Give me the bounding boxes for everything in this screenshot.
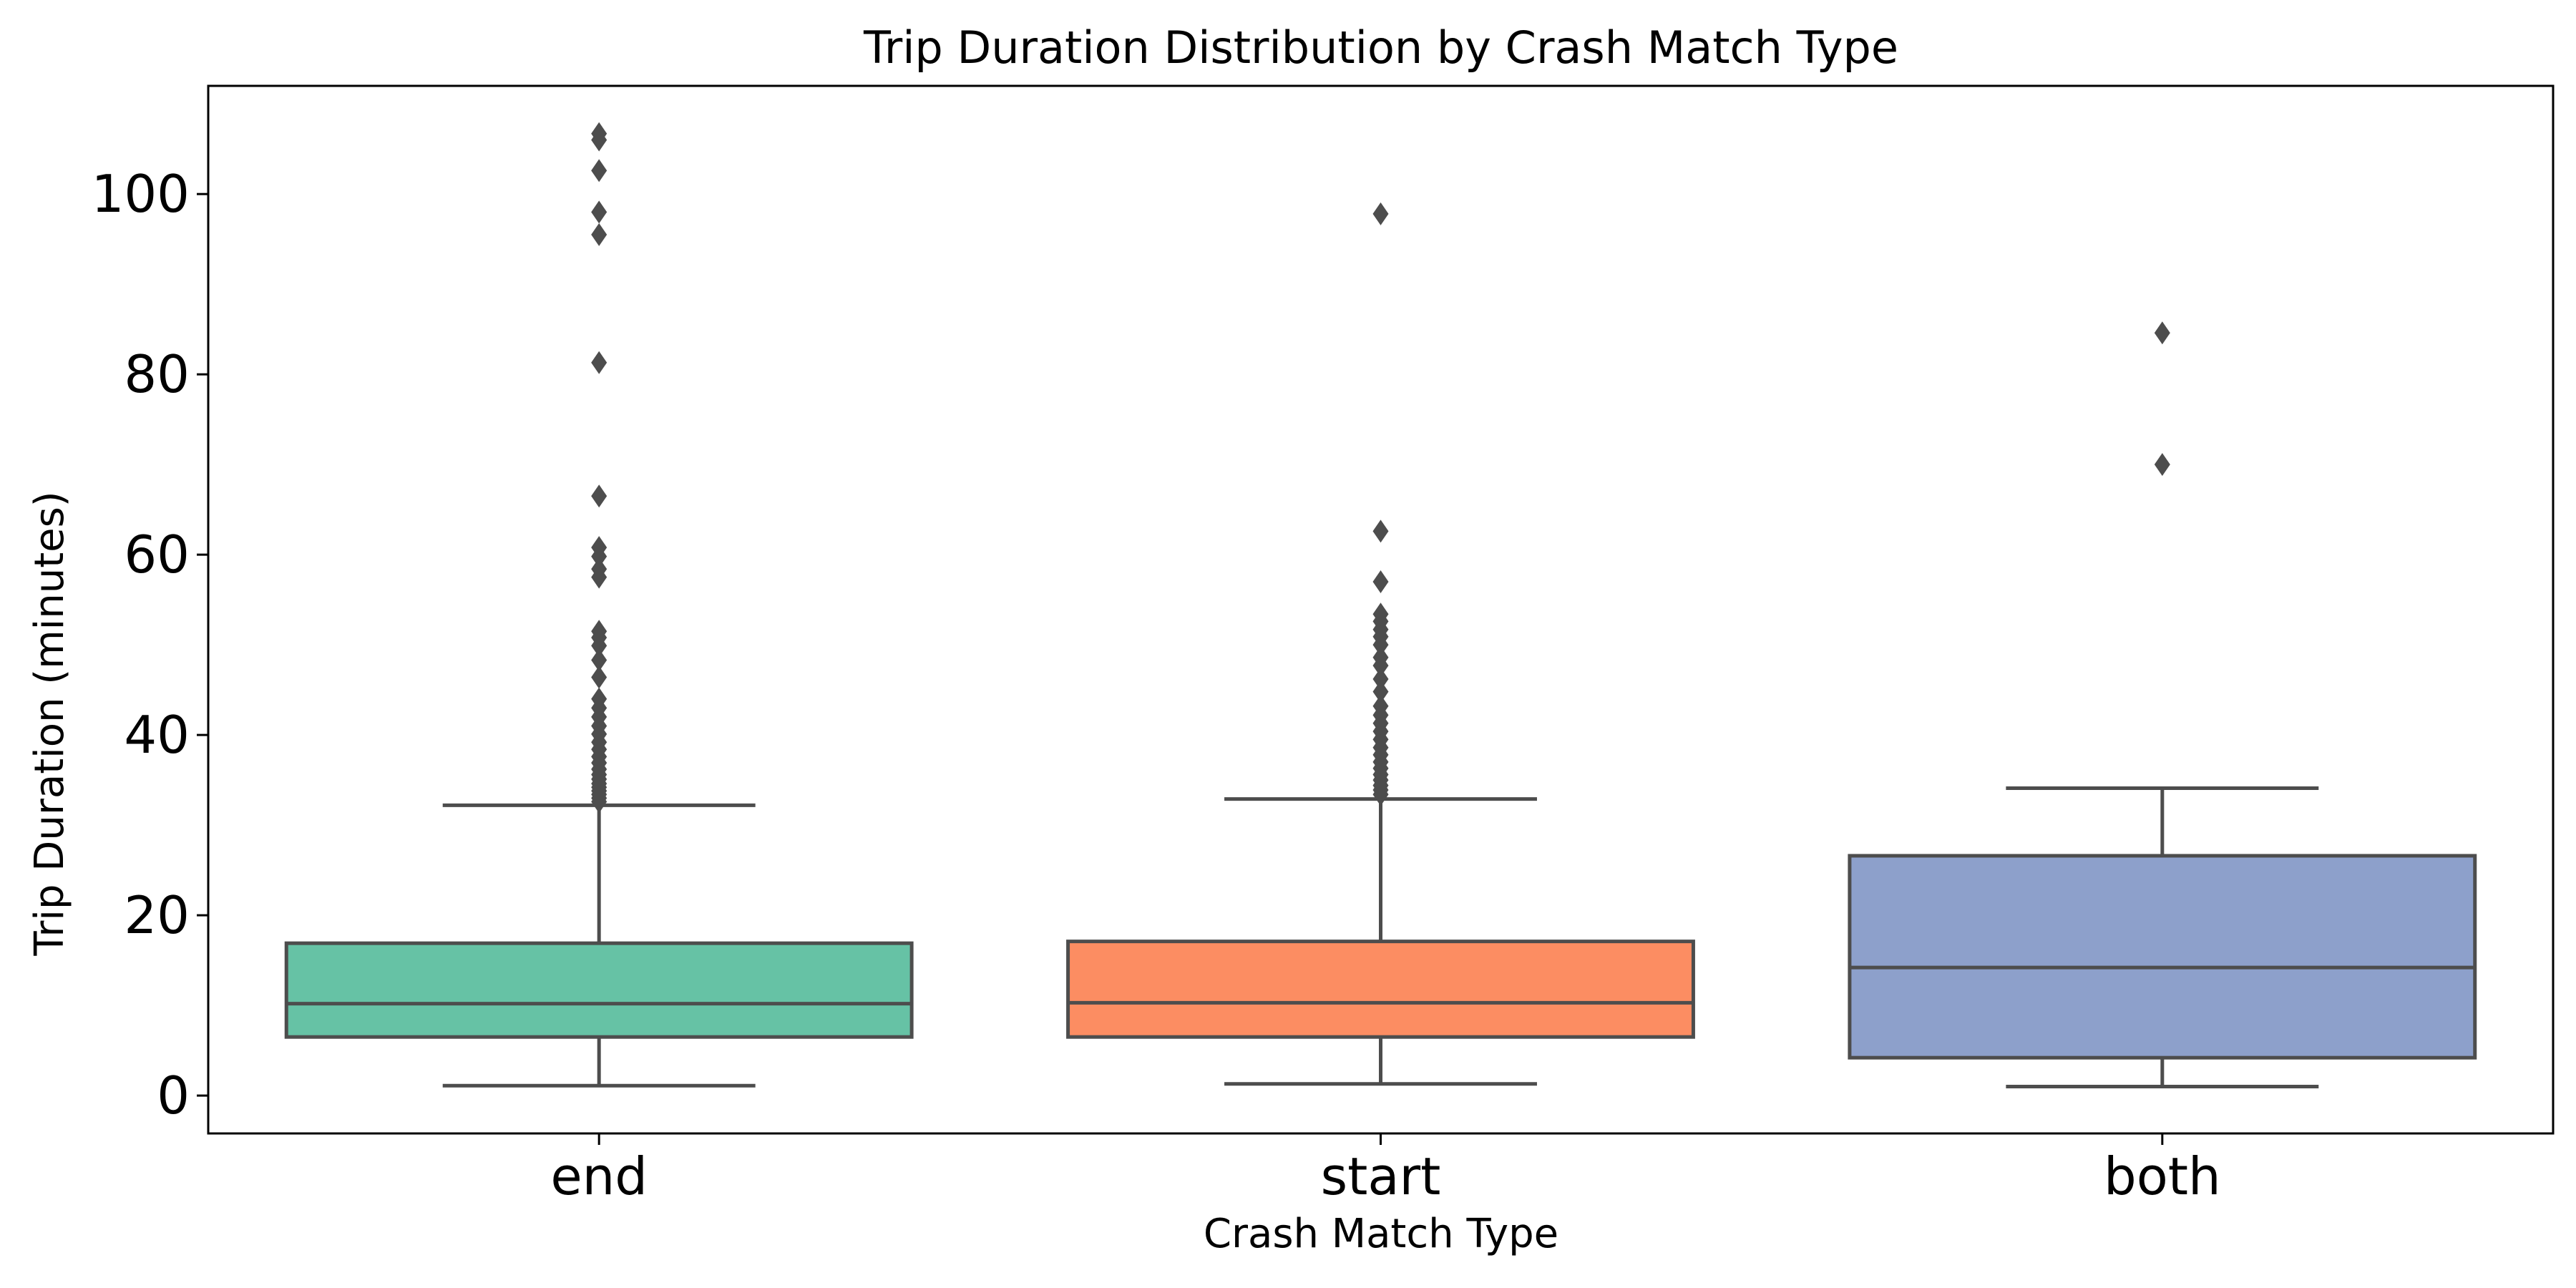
outlier-point [1372,202,1389,225]
box-start [1066,940,1695,1039]
outlier-point [2154,321,2170,345]
y-tick-label: 60 [124,525,190,585]
outlier-point [591,536,608,560]
outlier-point [591,687,608,711]
outlier-point [591,620,608,643]
outlier-point [1372,694,1389,718]
box-group-start [1066,202,1695,1086]
y-tick-label: 0 [157,1065,190,1126]
box-group-end [284,122,914,1088]
outlier-point [591,122,608,145]
y-tick-label: 40 [124,705,190,765]
y-tick-label: 80 [124,344,190,404]
outlier-point [1372,680,1389,703]
outlier-point [2154,453,2170,477]
plot-area [284,122,2477,1088]
outlier-point [1372,519,1389,543]
y-tick-label: 100 [92,164,190,224]
outlier-point [591,484,608,508]
x-tick-label: both [2104,1146,2221,1206]
outlier-point [1372,668,1389,691]
outlier-point [1372,645,1389,669]
chart-title: Trip Duration Distribution by Crash Matc… [863,21,1898,74]
box-both [1848,854,2477,1060]
outlier-point [591,648,608,672]
outlier-point [591,200,608,224]
box-group-both [1848,321,2477,1088]
box-end [284,941,914,1039]
outlier-point [591,351,608,374]
outlier-point [591,665,608,689]
y-axis-label: Trip Duration (minutes) [26,491,73,956]
outlier-point [1372,602,1389,626]
outlier-point [591,557,608,581]
x-axis-label: Crash Match Type [1204,1211,1558,1257]
outlier-point [591,159,608,182]
outlier-point [1372,570,1389,593]
x-tick-label: start [1321,1146,1441,1206]
y-tick-label: 20 [124,885,190,945]
x-tick-label: end [550,1146,648,1206]
outlier-point [591,223,608,246]
